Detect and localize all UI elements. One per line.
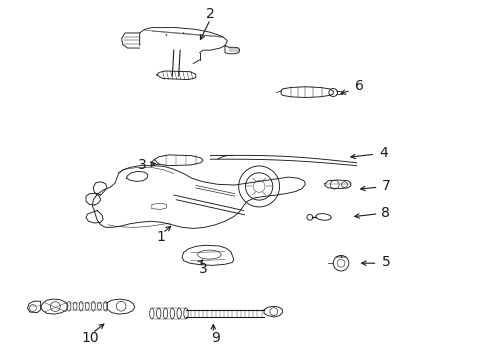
Text: 7: 7 bbox=[381, 179, 389, 193]
Text: 5: 5 bbox=[381, 256, 389, 270]
Text: 8: 8 bbox=[381, 206, 389, 220]
Text: 2: 2 bbox=[205, 7, 214, 21]
Circle shape bbox=[306, 214, 312, 220]
Text: 10: 10 bbox=[81, 331, 99, 345]
Text: 3: 3 bbox=[138, 158, 146, 172]
Text: 9: 9 bbox=[210, 331, 219, 345]
Text: 1: 1 bbox=[156, 230, 165, 244]
Text: 3: 3 bbox=[198, 262, 207, 275]
Text: 4: 4 bbox=[378, 147, 387, 161]
Text: 6: 6 bbox=[354, 79, 363, 93]
